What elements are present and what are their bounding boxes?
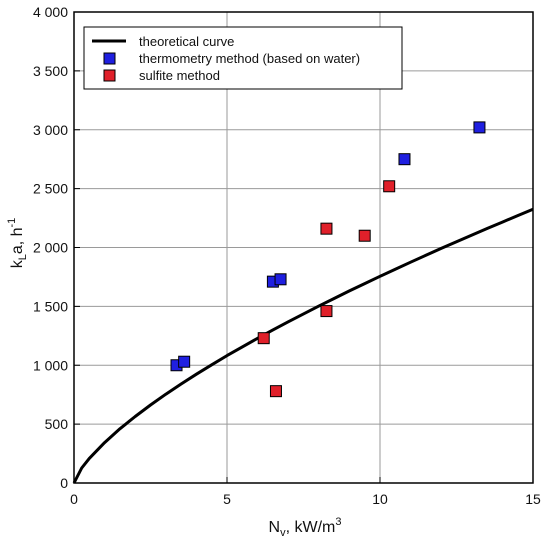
y-axis-title-rest: a, h — [9, 227, 26, 254]
legend-box — [83, 26, 403, 90]
y-axis-title-sub: L — [17, 254, 29, 260]
y-tick-label: 2 000 — [33, 240, 68, 256]
point-sulfite — [383, 180, 396, 193]
axes — [73, 11, 534, 484]
point-thermometry — [178, 355, 191, 368]
point-thermometry — [473, 121, 486, 134]
x-tick-label: 5 — [223, 491, 231, 507]
legend-swatch-thermometry — [103, 52, 116, 65]
x-axis-title-sub: v — [280, 527, 286, 539]
legend-label-thermometry: thermometry method (based on water) — [139, 51, 360, 66]
point-thermometry — [274, 273, 287, 286]
point-sulfite — [358, 229, 371, 242]
x-tick-label: 15 — [525, 491, 541, 507]
x-tick-label: 10 — [372, 491, 388, 507]
y-tick-label: 4 000 — [33, 4, 68, 20]
legend: theoretical curve thermometry method (ba… — [83, 26, 403, 90]
y-tick-label: 3 500 — [33, 63, 68, 79]
point-sulfite — [257, 332, 270, 345]
x-axis-title-main: N — [269, 519, 281, 536]
point-sulfite — [269, 385, 282, 398]
y-tick-label: 3 000 — [33, 122, 68, 138]
marker-layer — [170, 121, 486, 398]
x-axis-title-rest: , kW/m — [286, 519, 336, 536]
y-axis-title-main: k — [9, 259, 26, 268]
point-sulfite — [320, 305, 333, 318]
point-thermometry — [398, 153, 411, 166]
y-tick-label: 1 000 — [33, 357, 68, 373]
legend-label-sulfite: sulfite method — [139, 68, 220, 83]
y-tick-label: 500 — [45, 416, 69, 432]
x-axis-title: Nv, kW/m3 — [269, 516, 342, 539]
x-axis-title-sup: 3 — [335, 516, 341, 528]
series-line-theoretical-curve — [72, 207, 534, 484]
x-tick-label: 0 — [70, 491, 78, 507]
curve-layer — [72, 207, 534, 484]
point-sulfite — [320, 222, 333, 235]
legend-swatch-sulfite — [103, 69, 116, 82]
legend-label-theoretical: theoretical curve — [139, 34, 234, 49]
y-axis-title: kLa, h-1 — [6, 218, 29, 269]
y-tick-label: 0 — [60, 475, 68, 491]
y-tick-label: 2 500 — [33, 181, 68, 197]
y-tick-label: 1 500 — [33, 298, 68, 314]
tick-labels: 0 5 10 15 0 500 1 000 1 500 2 000 2 500 3 000 3 500… — [33, 4, 541, 507]
y-axis-title-sup: -1 — [6, 218, 18, 228]
